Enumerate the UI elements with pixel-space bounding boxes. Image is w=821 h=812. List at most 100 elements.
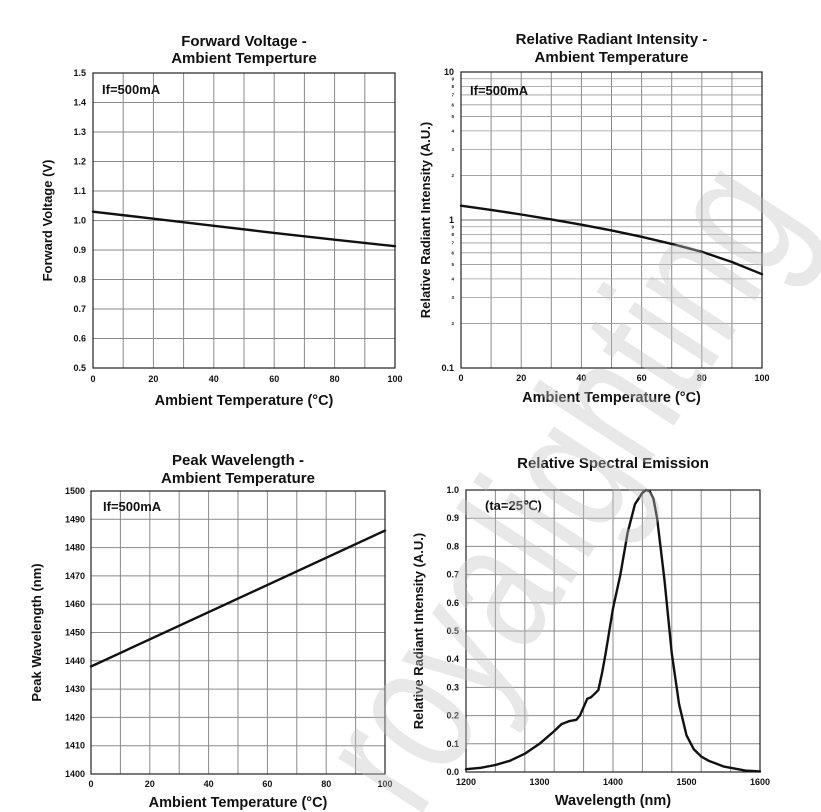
- chart-4: 1200 1300 1400 1500 1600 0.0 0.1 0.2 0.3 0.4 0.5 0.…: [411, 455, 770, 809]
- y-minor-tick-label: 4: [451, 128, 454, 133]
- series-line: [91, 210, 397, 248]
- y-tick-label: 1420: [65, 712, 85, 722]
- y-tick-label: 1450: [65, 628, 85, 638]
- x-tick-label: 100: [387, 374, 402, 384]
- x-tick-label: 40: [204, 779, 214, 789]
- x-tick-label: 1500: [676, 777, 696, 787]
- x-axis-label: Ambient Temperature (°C): [522, 390, 701, 406]
- y-tick-label: 0.6: [446, 598, 459, 608]
- y-tick-label: 0.1: [446, 739, 459, 749]
- y-tick-label: 1.0: [446, 485, 459, 495]
- y-minor-tick-label: 7: [451, 240, 454, 245]
- plot-frame: [465, 489, 761, 773]
- y-minor-tick-label: 7: [451, 92, 454, 97]
- y-minor-tick-label: 2: [451, 173, 454, 178]
- condition-annotation: (ta=25℃): [485, 498, 542, 513]
- y-tick-label: 1500: [65, 486, 85, 496]
- chart-3: 0 20 40 60 80 100 1400 1410 1420 1430 1440 1450 1460…: [29, 452, 393, 811]
- y-tick-label: 10: [444, 67, 454, 77]
- x-axis-label: Ambient Temperature (°C): [149, 795, 328, 811]
- y-tick-label: 1.3: [73, 127, 86, 137]
- x-tick-label: 20: [516, 373, 526, 383]
- y-minor-tick-label: 8: [451, 232, 454, 237]
- x-tick-label: 20: [145, 779, 155, 789]
- y-tick-label: 1470: [65, 571, 85, 581]
- y-axis-label: Peak Wavelength (nm): [29, 563, 44, 701]
- chart-title: Relative Radiant Intensity -: [516, 31, 708, 48]
- condition-annotation: If=500mA: [103, 499, 162, 514]
- y-tick-label: 1460: [65, 599, 85, 609]
- x-tick-label: 40: [576, 373, 586, 383]
- x-tick-label: 80: [330, 374, 340, 384]
- y-tick-label: 1.0: [73, 216, 86, 226]
- y-tick-label: 1.1: [73, 186, 86, 196]
- y-minor-tick-label: 5: [451, 114, 454, 119]
- y-minor-tick-label: 3: [451, 147, 454, 152]
- chart-title: Relative Spectral Emission: [517, 455, 709, 472]
- x-tick-label: 20: [148, 374, 158, 384]
- x-tick-label: 60: [637, 373, 647, 383]
- plot-frame: [90, 490, 386, 775]
- horizontal-grid: [461, 78, 762, 324]
- y-tick-label: 0.5: [73, 363, 86, 373]
- chart-title: Ambient Temperature: [535, 49, 689, 66]
- y-minor-tick-label: 4: [451, 276, 454, 281]
- y-tick-label: 1440: [65, 656, 85, 666]
- y-tick-label: 0.7: [446, 570, 459, 580]
- x-tick-label: 80: [697, 373, 707, 383]
- horizontal-grid: [93, 102, 395, 339]
- x-tick-label: 100: [754, 373, 769, 383]
- y-minor-tick-label: 3: [451, 295, 454, 300]
- series-line: [464, 488, 762, 773]
- y-tick-label: 0.8: [446, 541, 459, 551]
- horizontal-grid: [466, 517, 760, 745]
- chart-title: Ambient Temperture: [171, 50, 317, 67]
- x-tick-label: 0: [90, 374, 95, 384]
- x-tick-label: 100: [377, 779, 392, 789]
- y-tick-label: 1410: [65, 741, 85, 751]
- y-minor-tick-label: 5: [451, 262, 454, 267]
- x-tick-label: 1400: [603, 777, 623, 787]
- x-tick-label: 80: [321, 779, 331, 789]
- x-tick-label: 1600: [750, 777, 770, 787]
- series-line: [89, 529, 387, 668]
- y-minor-tick-label: 8: [451, 84, 454, 89]
- y-tick-label: 0.6: [73, 334, 86, 344]
- y-tick-label: 0.1: [441, 363, 454, 373]
- y-tick-label: 0.3: [446, 682, 459, 692]
- x-axis-label: Wavelength (nm): [555, 793, 671, 809]
- y-axis-label: Relative Radiant Intensity (A.U.): [411, 533, 426, 729]
- x-tick-label: 60: [262, 779, 272, 789]
- y-tick-label: 1490: [65, 514, 85, 524]
- plot-frame: [92, 72, 396, 369]
- chart-title: Forward Voltage -: [181, 33, 307, 50]
- x-tick-label: 40: [209, 374, 219, 384]
- y-minor-tick-label: 6: [451, 102, 454, 107]
- y-tick-label: 1480: [65, 543, 85, 553]
- y-tick-label: 0.5: [446, 626, 459, 636]
- x-tick-label: 0: [88, 779, 93, 789]
- x-tick-label: 60: [269, 374, 279, 384]
- y-tick-label: 0.0: [446, 767, 459, 777]
- y-tick-label: 0.2: [446, 711, 459, 721]
- x-tick-label: 1200: [456, 777, 476, 787]
- y-tick-label: 0.9: [446, 513, 459, 523]
- y-minor-tick-label: 9: [451, 76, 454, 81]
- chart-1: 0 20 40 60 80 100 0.5 0.6 0.7 0.8 0.9 1.0 1.1 1.2 1.3 1…: [40, 33, 403, 409]
- series-line: [459, 204, 764, 276]
- y-tick-label: 0.9: [73, 245, 86, 255]
- y-axis-label: Forward Voltage (V): [40, 160, 55, 282]
- y-tick-label: 0.7: [73, 304, 86, 314]
- condition-annotation: If=500mA: [102, 82, 161, 97]
- condition-annotation: If=500mA: [470, 83, 529, 98]
- horizontal-grid: [91, 518, 385, 747]
- y-axis-label: Relative Radiant Intensity (A.U.): [418, 122, 433, 318]
- y-tick-label: 0.4: [446, 654, 459, 664]
- y-minor-tick-label: 9: [451, 224, 454, 229]
- y-tick-label: 1430: [65, 684, 85, 694]
- y-tick-label: 1.5: [73, 68, 86, 78]
- x-tick-label: 0: [458, 373, 463, 383]
- chart-title: Peak Wavelength -: [172, 452, 304, 469]
- chart-title: Ambient Temperature: [161, 470, 315, 487]
